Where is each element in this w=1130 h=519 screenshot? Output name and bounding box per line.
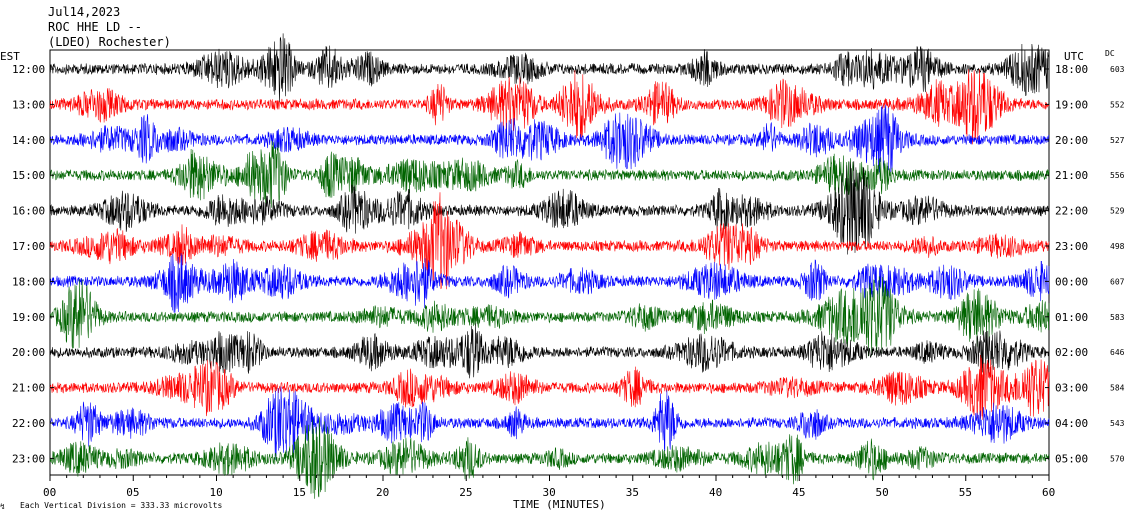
utc-time-label: 05:00 — [1055, 452, 1088, 465]
x-tick-label: 20 — [376, 486, 389, 499]
dc-value: 529 — [1110, 207, 1125, 216]
trace-layer — [49, 33, 1050, 499]
utc-time-label: 21:00 — [1055, 169, 1088, 182]
x-axis: 00 05 10 15 20 25 30 35 40 45 50 55 60 — [43, 475, 1055, 499]
est-time-label: 23:00 — [12, 452, 45, 465]
x-tick-label: 60 — [1042, 486, 1055, 499]
dc-value: 646 — [1110, 348, 1125, 357]
trace-row-1300 — [49, 69, 1050, 145]
utc-time-label: 01:00 — [1055, 311, 1088, 324]
trace-row-2200 — [49, 386, 1050, 461]
utc-time-label: 18:00 — [1055, 63, 1088, 76]
left-axis-label: EST — [0, 50, 20, 63]
date-label: Jul14,2023 — [48, 5, 120, 19]
utc-time-label: 02:00 — [1055, 346, 1088, 359]
est-time-label: 19:00 — [12, 311, 45, 324]
x-axis-title: TIME (MINUTES) — [513, 498, 606, 511]
dc-value: 583 — [1110, 313, 1125, 322]
footer-note: Each Vertical Division = 333.33 microvol… — [20, 501, 222, 510]
dc-label: DC — [1105, 49, 1115, 58]
x-tick-label: 10 — [210, 486, 223, 499]
trace-row-1800 — [49, 253, 1050, 313]
utc-time-label: 19:00 — [1055, 98, 1088, 111]
dc-value: 527 — [1110, 136, 1125, 145]
scale-icon: ↯ — [0, 502, 5, 511]
x-tick-label: 55 — [959, 486, 972, 499]
right-axis-label: UTC — [1064, 50, 1084, 63]
utc-time-label: 20:00 — [1055, 134, 1088, 147]
x-tick-label: 50 — [876, 486, 889, 499]
utc-time-label: 04:00 — [1055, 417, 1088, 430]
x-tick-label: 45 — [792, 486, 805, 499]
trace-row-1600 — [49, 161, 1050, 255]
est-time-label: 20:00 — [12, 346, 45, 359]
x-tick-label: 00 — [43, 486, 56, 499]
station-label: ROC HHE LD -- — [48, 20, 142, 34]
x-tick-label: 30 — [543, 486, 556, 499]
est-time-label: 22:00 — [12, 417, 45, 430]
x-tick-label: 40 — [709, 486, 722, 499]
est-time-label: 21:00 — [12, 382, 45, 395]
dc-value: 570 — [1110, 454, 1125, 463]
trace-row-2300 — [49, 417, 1050, 499]
est-time-label: 15:00 — [12, 169, 45, 182]
x-tick-label: 25 — [459, 486, 472, 499]
utc-time-label: 23:00 — [1055, 240, 1088, 253]
utc-time-label: 03:00 — [1055, 382, 1088, 395]
x-tick-label: 35 — [626, 486, 639, 499]
trace-row-2000 — [49, 323, 1050, 379]
utc-time-label: 00:00 — [1055, 275, 1088, 288]
trace-row-1900 — [49, 276, 1050, 357]
trace-row-1200 — [49, 33, 1050, 103]
row-label-layer: 12:00 18:00 603 13:00 19:00 552 14:00 20:00 527 1… — [12, 63, 1125, 465]
dc-value: 584 — [1110, 384, 1125, 393]
dc-value: 556 — [1110, 171, 1125, 180]
trace-row-1700 — [49, 192, 1050, 290]
location-label: (LDEO) Rochester) — [48, 35, 171, 49]
trace-row-1400 — [49, 104, 1050, 173]
trace-row-1500 — [49, 140, 1050, 208]
dc-value: 552 — [1110, 100, 1125, 109]
dc-value: 603 — [1110, 65, 1125, 74]
est-time-label: 18:00 — [12, 275, 45, 288]
est-time-label: 16:00 — [12, 205, 45, 218]
dc-value: 543 — [1110, 419, 1125, 428]
dc-value: 607 — [1110, 277, 1125, 286]
plot-frame — [49, 49, 1050, 476]
est-time-label: 17:00 — [12, 240, 45, 253]
trace-row-2100 — [49, 354, 1050, 420]
x-tick-label: 05 — [126, 486, 139, 499]
utc-time-label: 22:00 — [1055, 205, 1088, 218]
est-time-label: 14:00 — [12, 134, 45, 147]
dc-value: 498 — [1110, 242, 1125, 251]
est-time-label: 12:00 — [12, 63, 45, 76]
est-time-label: 13:00 — [12, 98, 45, 111]
x-tick-label: 15 — [293, 486, 306, 499]
